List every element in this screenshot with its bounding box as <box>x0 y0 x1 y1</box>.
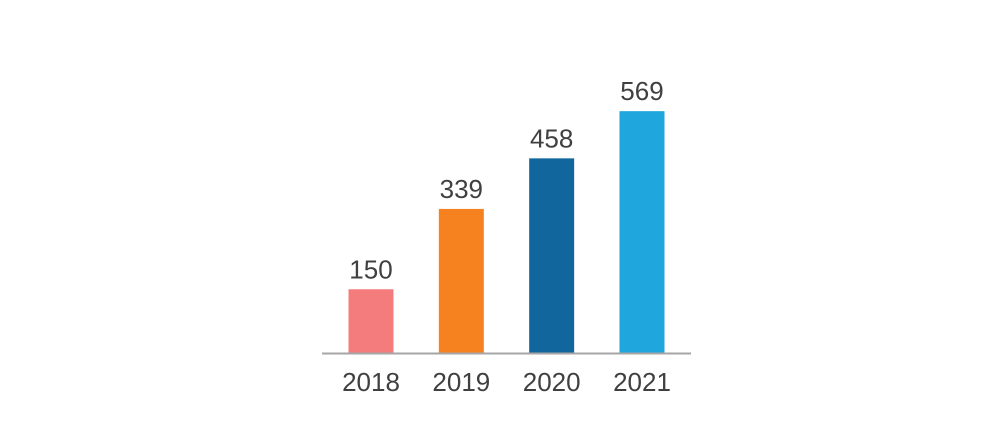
bar-2020 <box>529 158 575 353</box>
x-tick-label-2021: 2021 <box>613 367 671 397</box>
value-label-2019: 339 <box>440 174 483 204</box>
bars-layer <box>348 111 665 353</box>
tick-labels-layer: 2018 2019 2020 2021 <box>342 367 671 397</box>
value-label-2020: 458 <box>530 123 573 153</box>
bar-2018 <box>348 289 394 353</box>
bar-2021 <box>619 111 665 353</box>
x-tick-label-2019: 2019 <box>432 367 490 397</box>
value-label-2021: 569 <box>620 76 663 106</box>
value-label-2018: 150 <box>349 254 392 284</box>
bar-2019 <box>438 208 484 353</box>
x-tick-label-2020: 2020 <box>523 367 581 397</box>
x-tick-label-2018: 2018 <box>342 367 400 397</box>
value-labels-layer: 150 339 458 569 <box>349 76 663 284</box>
